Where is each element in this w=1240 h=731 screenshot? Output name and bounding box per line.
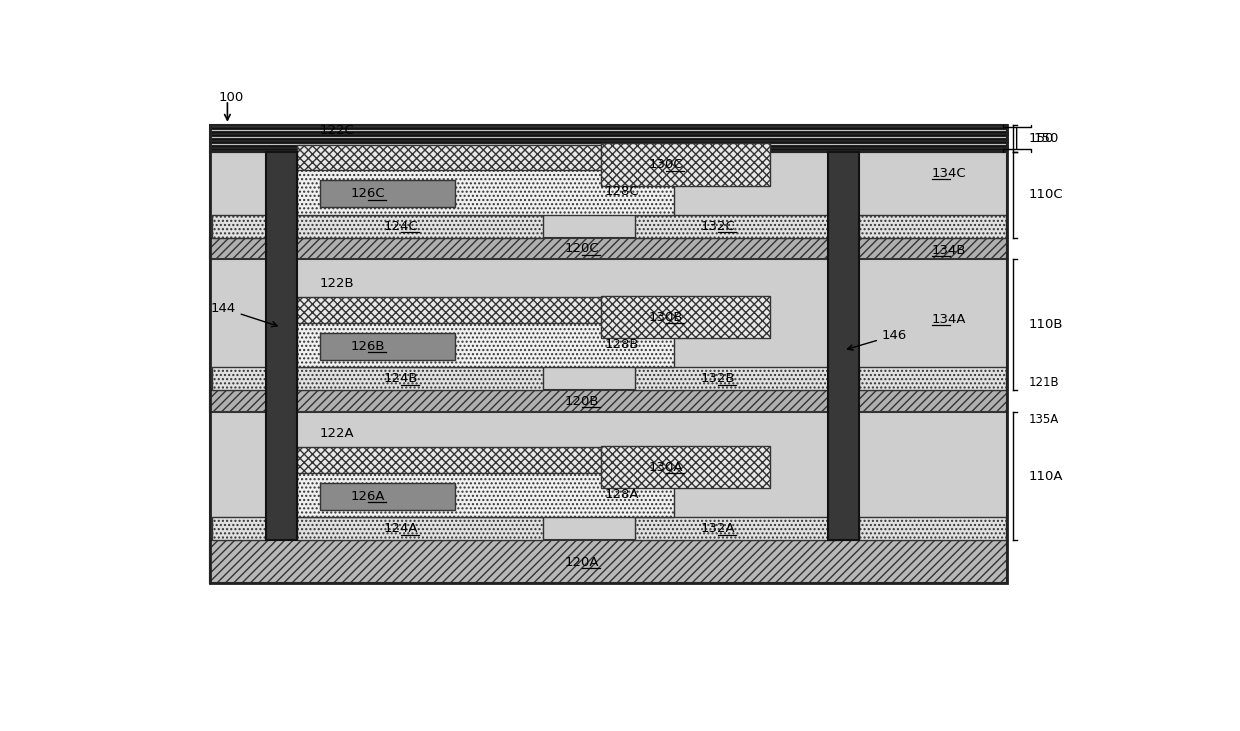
Text: 126C: 126C bbox=[350, 187, 384, 200]
Text: 120C: 120C bbox=[564, 242, 599, 255]
Bar bbox=[212, 367, 265, 390]
Bar bbox=[635, 215, 839, 238]
Text: 150: 150 bbox=[1028, 132, 1054, 145]
Text: 130C: 130C bbox=[649, 158, 683, 171]
Bar bbox=[635, 367, 839, 390]
Bar bbox=[211, 238, 1007, 260]
Bar bbox=[320, 180, 455, 207]
Bar bbox=[265, 151, 296, 540]
Bar bbox=[859, 215, 1006, 238]
Text: 126B: 126B bbox=[350, 340, 384, 353]
Bar bbox=[211, 540, 1007, 583]
Bar bbox=[211, 390, 1007, 412]
Text: 121B: 121B bbox=[1028, 376, 1059, 389]
Bar bbox=[212, 215, 265, 238]
Bar bbox=[320, 482, 455, 510]
Bar bbox=[296, 169, 675, 215]
Bar bbox=[296, 145, 627, 170]
Text: 150: 150 bbox=[1034, 132, 1059, 145]
Bar bbox=[296, 321, 675, 367]
Bar bbox=[296, 215, 543, 238]
Bar bbox=[211, 125, 1007, 151]
Text: 122B: 122B bbox=[320, 277, 355, 289]
Text: 124C: 124C bbox=[383, 220, 418, 232]
Text: 110C: 110C bbox=[1028, 189, 1063, 201]
Text: 134A: 134A bbox=[932, 313, 966, 326]
Bar bbox=[828, 151, 859, 540]
Text: 110A: 110A bbox=[1028, 470, 1063, 482]
Text: 134B: 134B bbox=[932, 243, 966, 257]
Text: 120B: 120B bbox=[564, 395, 599, 408]
Bar bbox=[601, 295, 770, 338]
Text: 128A: 128A bbox=[605, 488, 639, 501]
Text: 144: 144 bbox=[211, 302, 278, 327]
Text: 100: 100 bbox=[218, 91, 243, 105]
Text: 124B: 124B bbox=[383, 372, 418, 385]
Text: 130B: 130B bbox=[649, 311, 683, 324]
Bar bbox=[211, 125, 1007, 583]
Bar bbox=[296, 518, 543, 540]
Bar bbox=[296, 471, 675, 518]
Bar bbox=[296, 367, 543, 390]
Bar bbox=[296, 447, 627, 473]
Text: 122C: 122C bbox=[320, 124, 355, 137]
Text: 110B: 110B bbox=[1028, 319, 1063, 331]
Text: 122A: 122A bbox=[320, 427, 355, 440]
Bar bbox=[296, 298, 627, 322]
Text: 132C: 132C bbox=[701, 220, 735, 232]
Text: 146: 146 bbox=[848, 329, 908, 350]
Text: 135A: 135A bbox=[1028, 413, 1059, 426]
Text: 128C: 128C bbox=[605, 185, 640, 198]
Bar bbox=[601, 143, 770, 186]
Bar bbox=[859, 367, 1006, 390]
Text: 134C: 134C bbox=[932, 167, 966, 180]
Text: 124A: 124A bbox=[383, 523, 418, 535]
Text: 132A: 132A bbox=[701, 523, 735, 535]
Bar bbox=[859, 518, 1006, 540]
Bar bbox=[601, 446, 770, 488]
Bar bbox=[211, 151, 1007, 583]
Bar bbox=[320, 333, 455, 360]
Text: 128B: 128B bbox=[605, 338, 639, 351]
Text: 126A: 126A bbox=[350, 490, 384, 503]
Bar bbox=[635, 518, 839, 540]
Text: 130A: 130A bbox=[649, 461, 683, 474]
Text: 132B: 132B bbox=[701, 372, 735, 385]
Text: 120A: 120A bbox=[564, 556, 599, 569]
Bar bbox=[212, 518, 265, 540]
